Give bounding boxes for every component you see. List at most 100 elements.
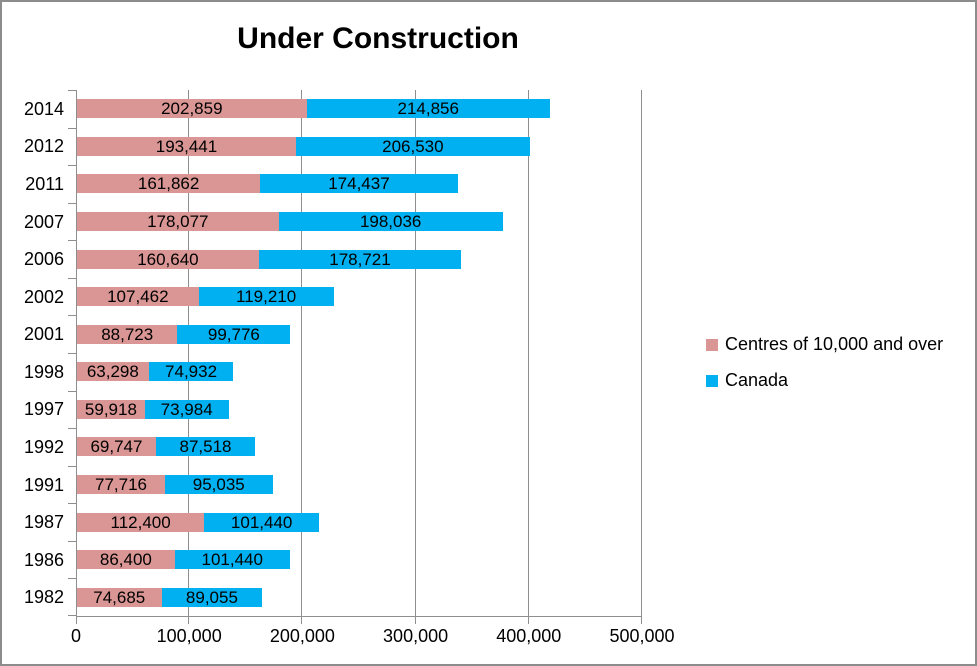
x-axis-tick (415, 616, 416, 624)
bar-value-label: 119,210 (236, 287, 297, 307)
x-axis-label: 200,000 (269, 626, 335, 646)
bar-segment-canada: 95,035 (164, 475, 273, 494)
y-axis-label: 1986 (23, 549, 64, 570)
bar-value-label: 101,440 (201, 550, 263, 570)
bar-value-label: 87,518 (179, 437, 232, 457)
y-axis-label: 2001 (23, 324, 64, 345)
bar-value-label: 193,441 (155, 136, 218, 156)
bar-value-label: 178,077 (147, 212, 209, 231)
bar-segment-canada: 214,856 (306, 99, 550, 119)
bar-segment-centres: 161,862 (77, 174, 261, 194)
x-axis-tick (641, 616, 642, 624)
bar-segment-centres: 160,640 (77, 249, 259, 269)
y-axis-label: 1998 (23, 361, 64, 382)
y-axis-tick (68, 578, 76, 579)
bar-segment-centres: 112,400 (77, 512, 205, 532)
legend-item: Centres of 10,000 and over (706, 334, 943, 355)
bar-value-label: 206,530 (382, 136, 444, 156)
bar-value-label: 73,984 (160, 399, 213, 419)
y-axis-label: 2012 (23, 136, 64, 157)
y-axis-tick (68, 428, 76, 429)
y-axis-tick (68, 165, 76, 166)
bar-value-label: 74,932 (165, 362, 218, 382)
bar-value-label: 198,036 (359, 212, 422, 231)
bar-value-label: 86,400 (99, 550, 152, 570)
x-axis-tick (188, 616, 189, 624)
x-axis-tick (76, 616, 77, 624)
y-axis-tick (68, 615, 76, 616)
legend: Centres of 10,000 and over Canada (706, 334, 943, 406)
gridline (641, 90, 642, 616)
bar-segment-canada: 101,440 (174, 550, 290, 570)
y-axis-tick (68, 391, 76, 392)
bar-segment-canada: 198,036 (278, 212, 503, 231)
gridline (527, 90, 529, 616)
bar-segment-centres: 63,298 (77, 362, 149, 382)
y-axis-tick (68, 353, 76, 354)
y-axis-label: 1997 (23, 399, 64, 420)
bar-value-label: 88,723 (101, 324, 154, 344)
bar-segment-canada: 119,210 (198, 287, 334, 307)
y-axis-tick (68, 240, 76, 241)
bar-value-label: 174,437 (328, 174, 390, 194)
legend-item-label: Centres of 10,000 and over (725, 334, 944, 354)
bar-value-label: 107,462 (107, 287, 169, 307)
legend-item-label: Canada (725, 370, 789, 390)
y-axis-label: 2011 (25, 173, 64, 194)
y-axis-label: 1992 (23, 436, 64, 457)
bar-segment-canada: 101,440 (204, 512, 320, 532)
bar-segment-canada: 178,721 (258, 249, 462, 269)
y-axis-tick (68, 466, 76, 467)
y-axis-tick (68, 90, 76, 91)
legend-color-swatch (706, 374, 718, 387)
gridline (188, 90, 190, 616)
bar-segment-centres: 178,077 (77, 212, 279, 231)
bar-value-label: 214,856 (397, 99, 459, 119)
bar-value-label: 99,776 (207, 324, 260, 344)
y-axis-label: 2014 (23, 98, 64, 119)
bar-value-label: 160,640 (137, 249, 199, 269)
bar-segment-canada: 87,518 (155, 437, 256, 457)
bar-segment-canada: 74,932 (148, 362, 234, 382)
bar-value-label: 202,859 (161, 99, 223, 119)
legend-color-swatch (706, 338, 718, 351)
bar-segment-canada: 206,530 (295, 136, 530, 156)
x-axis-label: 100,000 (156, 626, 222, 646)
bar-segment-centres: 202,859 (77, 99, 307, 119)
y-axis-tick (68, 503, 76, 504)
y-axis-label: 2007 (23, 211, 64, 232)
bar-segment-canada: 99,776 (177, 324, 291, 344)
legend-item: Canada (706, 370, 943, 391)
bar-value-label: 95,035 (192, 475, 245, 494)
bar-value-label: 178,721 (329, 249, 391, 269)
y-axis-label: 2006 (23, 249, 64, 270)
bar-segment-canada: 174,437 (260, 174, 458, 194)
x-axis-tick (301, 616, 302, 624)
bar-value-label: 77,716 (94, 475, 147, 494)
bar-value-label: 59,918 (84, 399, 137, 419)
bar-value-label: 161,862 (137, 174, 200, 194)
bar-segment-centres: 88,723 (77, 324, 178, 344)
x-axis-line (76, 616, 642, 617)
bar-value-label: 112,400 (110, 512, 171, 532)
y-axis-line (76, 90, 77, 616)
y-axis-tick (68, 315, 76, 316)
x-axis-label: 0 (70, 626, 81, 646)
chart-title: Under Construction (237, 22, 519, 55)
bar-value-label: 69,747 (90, 437, 143, 457)
y-axis-tick (68, 278, 76, 279)
y-axis-label: 1987 (23, 512, 64, 533)
x-axis-label: 400,000 (496, 626, 562, 646)
bar-segment-centres: 86,400 (77, 550, 175, 570)
y-axis-label: 1991 (23, 474, 64, 495)
bar-segment-centres: 69,747 (77, 437, 156, 457)
y-axis-tick (68, 128, 76, 129)
bar-segment-centres: 107,462 (77, 287, 199, 307)
y-axis-tick (68, 203, 76, 204)
bar-segment-centres: 74,685 (77, 587, 162, 607)
x-axis-label: 500,000 (609, 626, 675, 646)
gridline (301, 90, 303, 616)
y-axis-label: 2002 (23, 286, 64, 307)
bar-segment-centres: 77,716 (77, 475, 165, 494)
x-axis-tick (528, 616, 529, 624)
